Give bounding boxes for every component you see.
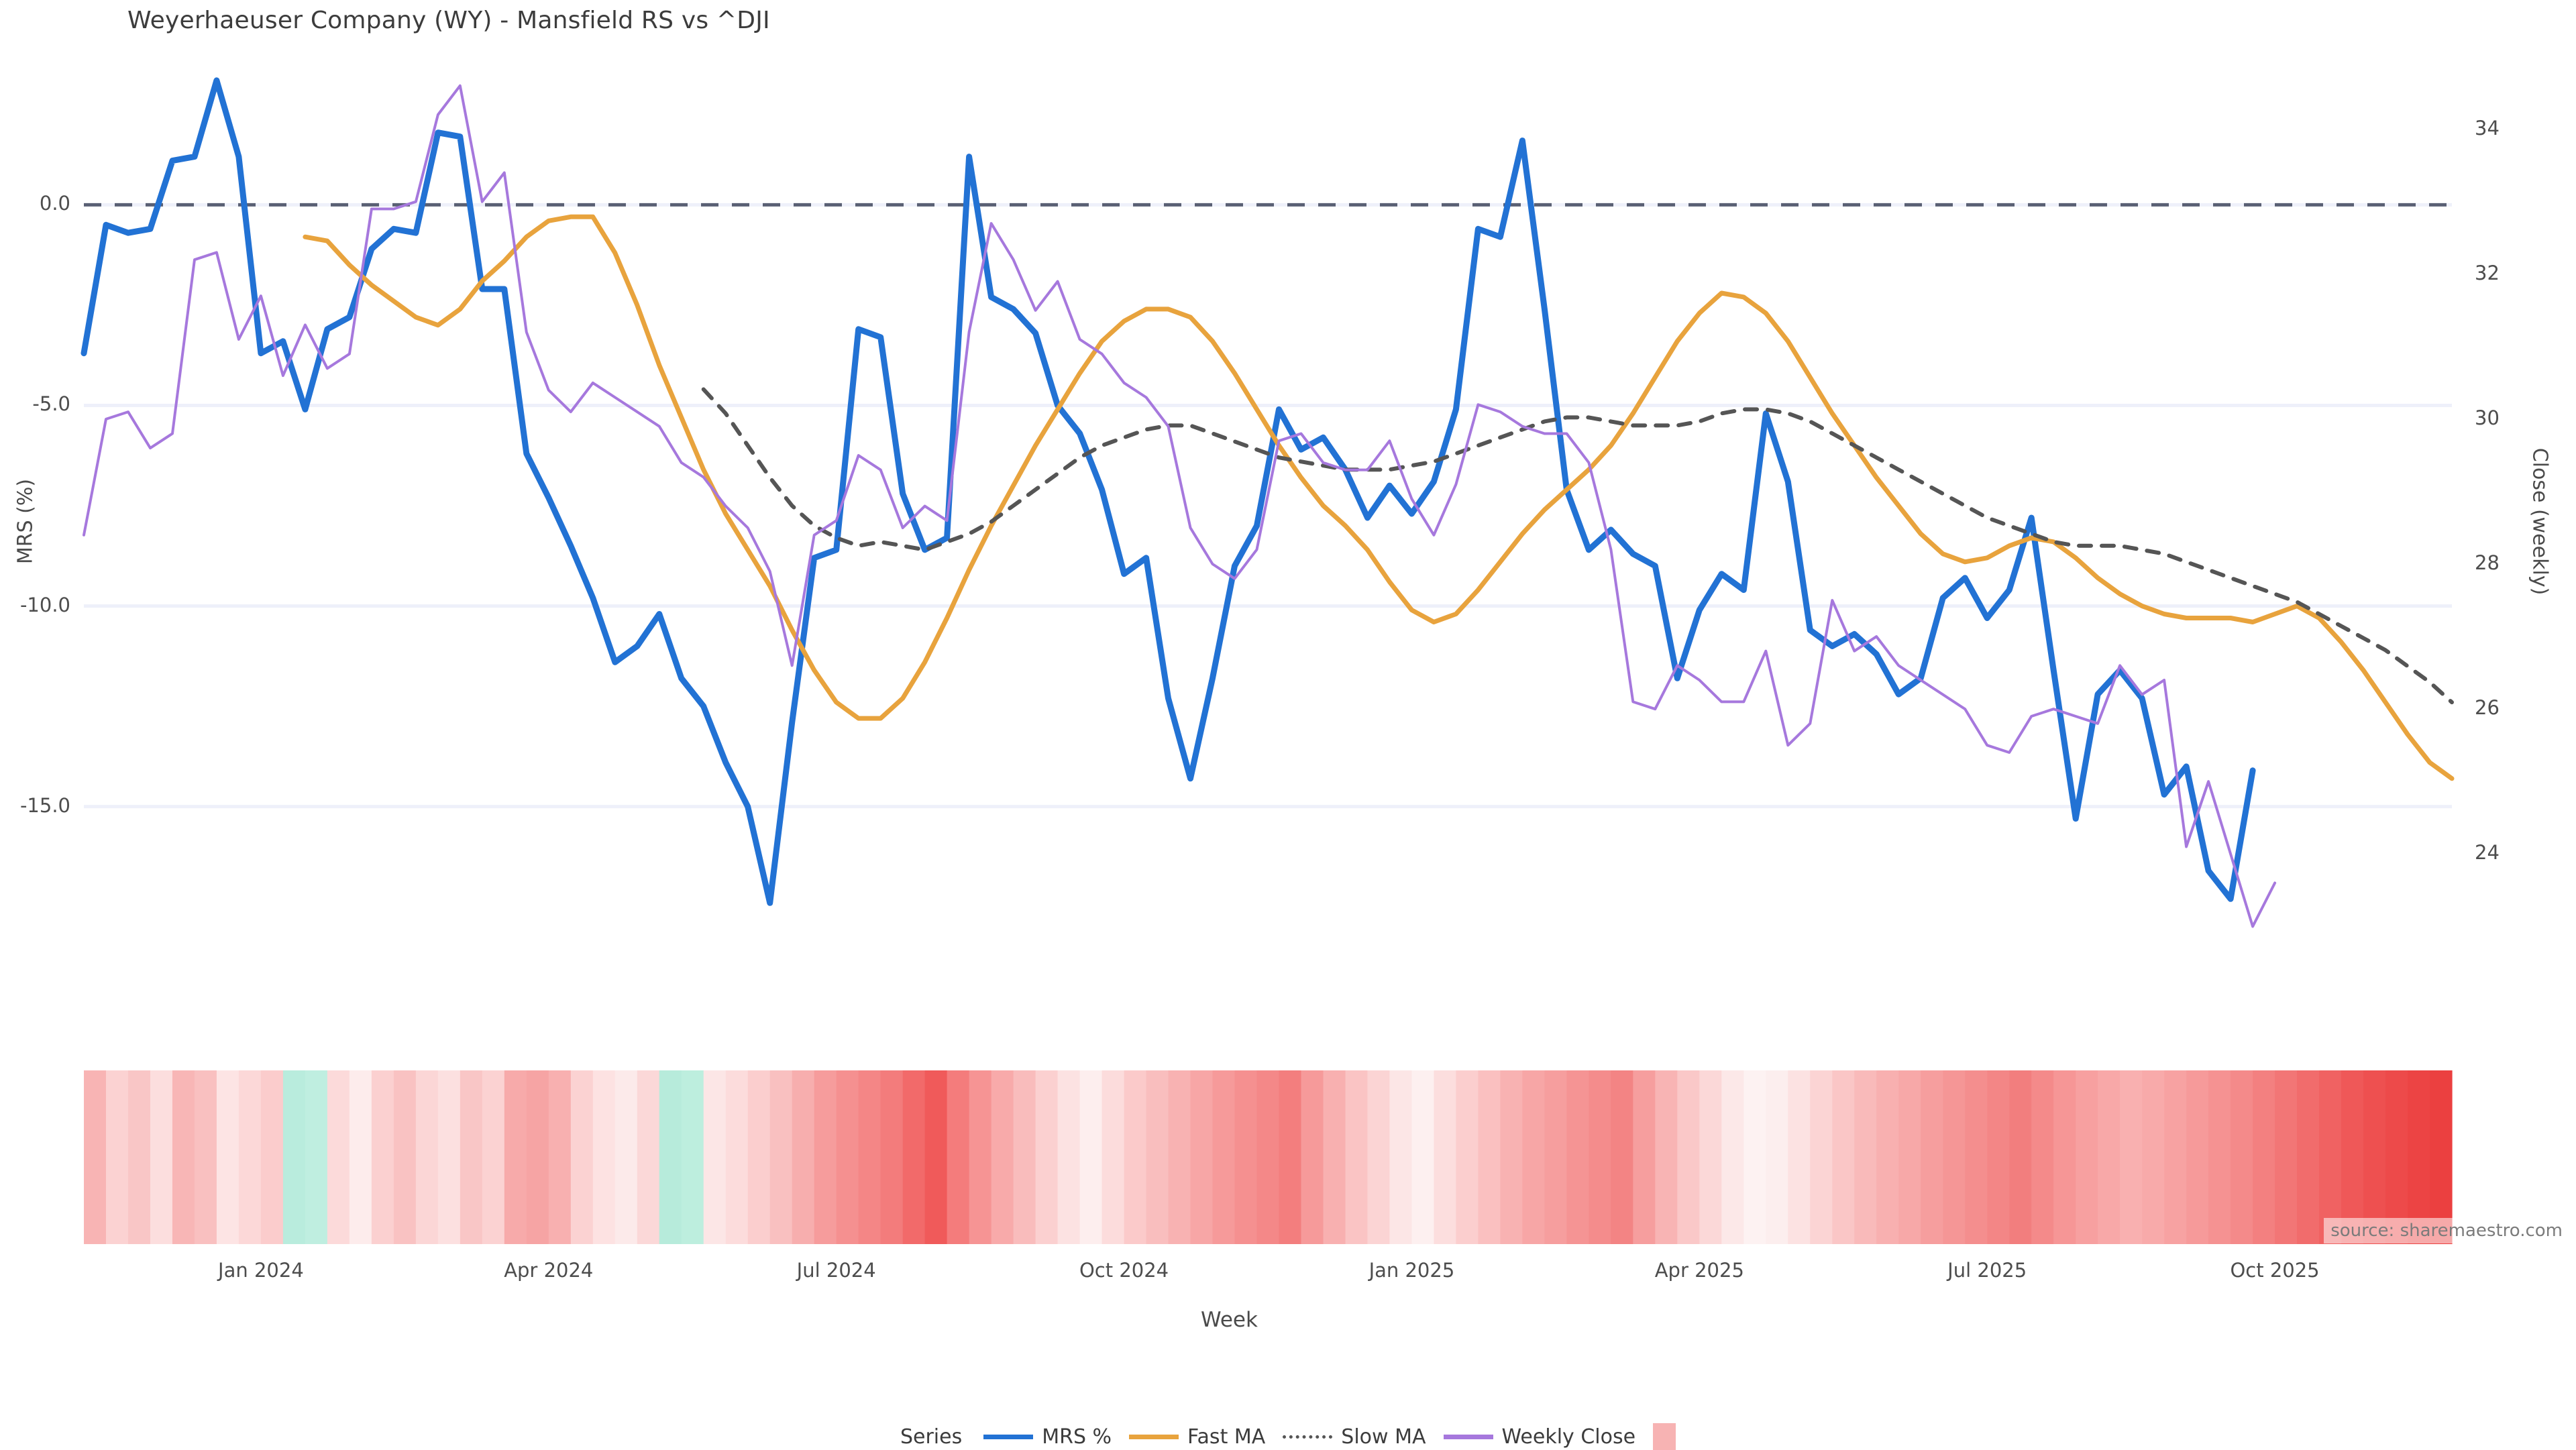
mrs-heatmap-strip <box>84 1070 2453 1244</box>
legend-swatch-line <box>1129 1434 1179 1439</box>
source-watermark: source: sharemaestro.com <box>2324 1218 2569 1243</box>
x-tick: Jul 2025 <box>1947 1259 2027 1282</box>
x-axis-label: Week <box>1201 1308 1258 1332</box>
x-tick: Jul 2024 <box>796 1259 876 1282</box>
legend-label: Slow MA <box>1341 1425 1426 1449</box>
legend-item[interactable]: MRS % <box>983 1425 1112 1449</box>
x-tick: Jan 2025 <box>1368 1259 1455 1282</box>
y-tick-right: 32 <box>2475 261 2500 284</box>
y-tick-right: 24 <box>2475 841 2500 865</box>
chart-title: Weyerhaeuser Company (WY) - Mansfield RS… <box>127 7 770 34</box>
series-lines <box>80 77 2455 928</box>
y-tick-left: -5.0 <box>32 392 70 416</box>
y-tick-left: -15.0 <box>19 793 70 817</box>
y-tick-right: 26 <box>2475 696 2500 720</box>
legend-swatch-dotted <box>1283 1435 1333 1439</box>
x-tick: Oct 2024 <box>1079 1259 1169 1282</box>
legend-label: Weekly Close <box>1501 1425 1636 1449</box>
chart-legend: Series MRS % Fast MA Slow MA Weekly Close <box>0 1423 2576 1450</box>
x-tick: Jan 2024 <box>218 1259 304 1282</box>
x-tick: Apr 2025 <box>1654 1259 1744 1282</box>
y-tick-left: 0.0 <box>39 192 70 215</box>
legend-item[interactable]: Slow MA <box>1283 1425 1426 1449</box>
y-tick-right: 34 <box>2475 116 2500 140</box>
y-tick-left: -10.0 <box>19 593 70 616</box>
x-tick: Apr 2024 <box>504 1259 594 1282</box>
legend-swatch-line <box>983 1434 1034 1439</box>
legend-swatch-heatmap <box>1653 1423 1676 1450</box>
legend-label: Fast MA <box>1187 1425 1266 1449</box>
legend-item[interactable]: Weekly Close <box>1443 1425 1636 1449</box>
legend-title: Series <box>900 1425 963 1449</box>
legend-item[interactable] <box>1653 1423 1676 1450</box>
legend-swatch-line <box>1443 1434 1493 1439</box>
y-tick-right: 28 <box>2475 551 2500 575</box>
x-tick: Oct 2025 <box>2230 1259 2320 1282</box>
y-tick-right: 30 <box>2475 406 2500 429</box>
legend-item[interactable]: Fast MA <box>1129 1425 1265 1449</box>
legend-label: MRS % <box>1042 1425 1112 1449</box>
